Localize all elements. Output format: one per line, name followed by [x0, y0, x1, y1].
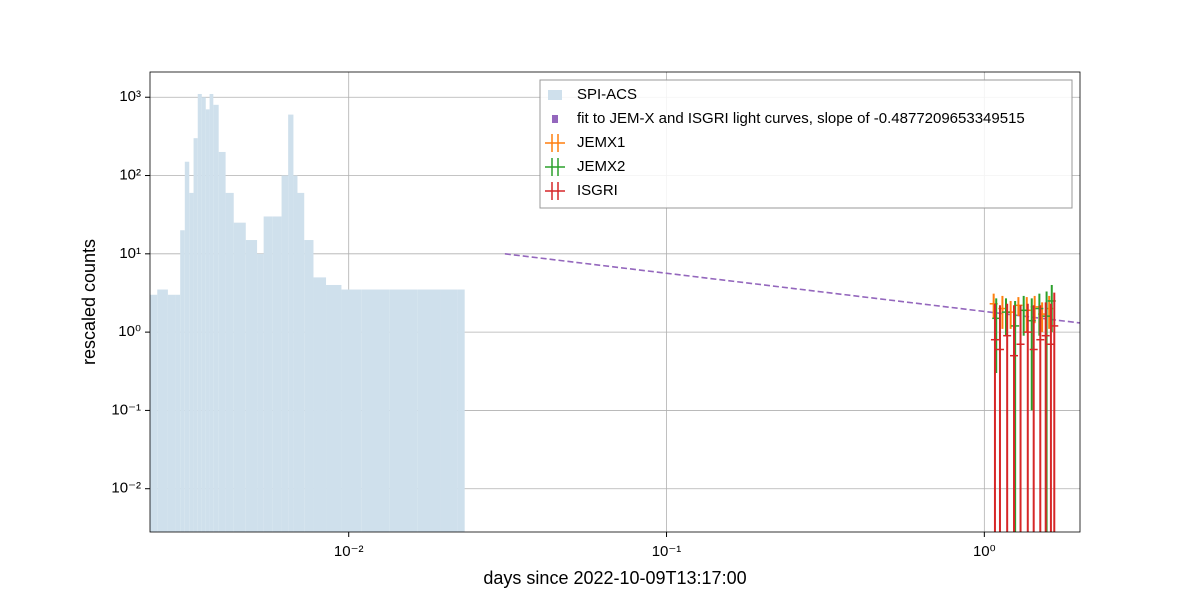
area-bar: [189, 192, 194, 532]
area-bar: [304, 240, 314, 532]
area-bar: [326, 284, 342, 532]
x-tick-label: 10⁻²: [334, 543, 364, 560]
legend-frame: [539, 79, 1073, 209]
y-tick-label: 10³: [119, 88, 141, 105]
area-bar: [184, 161, 190, 532]
area-bar: [272, 216, 282, 532]
legend: SPI-ACS fit to JEM-X and ISGRI light curv…: [539, 79, 1073, 209]
legend-label: ISGRI: [577, 182, 618, 199]
area-bar: [205, 109, 210, 532]
y-tick-label: 10⁻¹: [111, 401, 141, 418]
area-bar: [209, 93, 214, 532]
y-tick-label: 10¹: [119, 245, 141, 262]
area-bar: [157, 289, 168, 532]
x-axis-label: days since 2022-10-09T13:17:00: [483, 568, 746, 588]
area-bar: [245, 240, 258, 532]
legend-swatch: [548, 90, 562, 100]
legend-swatch: [552, 115, 558, 123]
legend-label: JEMX2: [577, 158, 625, 175]
area-bar: [167, 294, 176, 532]
x-tick-label: 10⁰: [973, 543, 996, 560]
x-tick-label: 10⁻¹: [652, 543, 682, 560]
plot-frame: [149, 71, 1081, 533]
area-bar: [313, 277, 327, 532]
area-bar: [180, 230, 185, 532]
area-bar: [417, 289, 441, 532]
area-bar: [293, 175, 298, 532]
area-bar: [361, 289, 390, 532]
area-bar: [197, 93, 202, 532]
area-bar: [263, 216, 273, 532]
y-tick-label: 10²: [119, 166, 141, 183]
area-bar: [288, 114, 294, 532]
y-axis-label: rescaled counts: [79, 239, 99, 365]
area-bar: [341, 289, 362, 532]
legend-label: JEMX1: [577, 134, 625, 151]
area-bar: [175, 294, 181, 532]
y-tick-label: 10⁻²: [111, 480, 141, 497]
area-bar: [297, 192, 305, 532]
area-bar: [457, 289, 465, 532]
area-bar: [281, 175, 289, 532]
fit-line: [504, 253, 1080, 324]
legend-label: fit to JEM-X and ISGRI light curves, slo…: [577, 110, 1025, 127]
plot-area: [150, 93, 1080, 532]
area-bar: [440, 289, 458, 532]
area-bar: [201, 97, 206, 532]
area-bar: [213, 104, 219, 532]
area-bar: [193, 138, 198, 532]
area-bar: [389, 289, 418, 532]
area-bar: [225, 192, 234, 532]
area-bar: [218, 151, 226, 532]
legend-label: SPI-ACS: [577, 86, 637, 103]
area-bar: [257, 253, 264, 532]
y-tick-label: 10⁰: [118, 323, 141, 340]
area-bar: [233, 222, 246, 532]
area-bar: [150, 294, 158, 532]
